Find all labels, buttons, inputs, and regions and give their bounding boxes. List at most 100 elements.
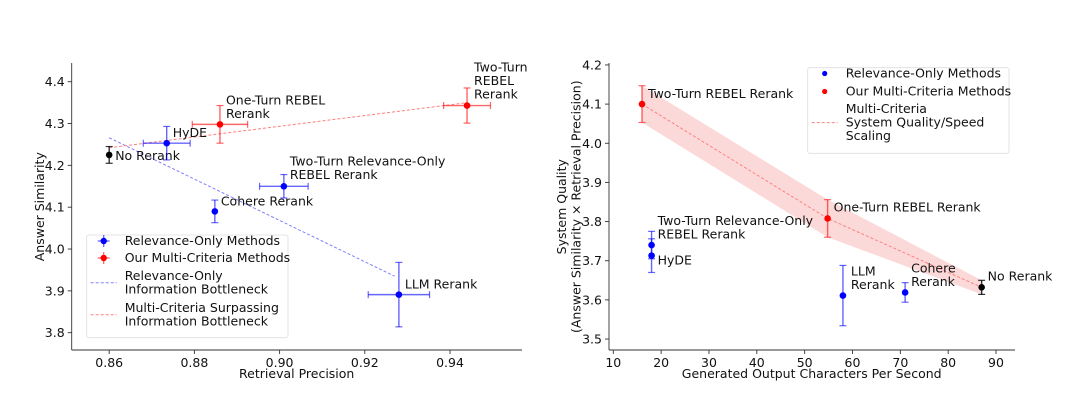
x-tick-label: 0.90 (266, 355, 294, 370)
data-point-marker (901, 289, 909, 296)
legend: Relevance-Only Methods Our Multi-Criteria… (86, 233, 291, 339)
y-axis-label: System Quality(Answer Similarity × Retri… (554, 80, 584, 333)
y-tick-label: 4.0 (45, 242, 65, 257)
legend-marker-icon (822, 88, 828, 95)
legend-label-line: Information Bottleneck (125, 314, 269, 329)
data-point-marker (163, 139, 171, 147)
legend-frame (807, 67, 1010, 154)
x-axis-label: Generated Output Characters Per Second (682, 366, 942, 381)
data-point-group (901, 282, 909, 303)
x-tick-label: 30 (701, 355, 717, 370)
point-annotation-line: Cohere (911, 260, 956, 275)
point-annotation-line: Two-Turn Relevance-Only (657, 213, 814, 228)
y-tick-label: 3.8 (45, 325, 65, 340)
point-annotation-line: LLM (851, 264, 876, 279)
data-point-group (648, 238, 656, 274)
y-tick-label: 3.5 (582, 332, 602, 347)
legend-label: Relevance-Only Methods (846, 66, 1001, 81)
x-tick-label: 0.92 (351, 355, 379, 370)
legend-label: Our Multi-Criteria Methods (125, 250, 291, 265)
legend-label-line: Scaling (846, 128, 891, 143)
y-axis-label-line: (Answer Similarity × Retrieval Precision… (569, 80, 584, 333)
y-tick-label: 4.2 (582, 57, 602, 72)
x-axis-label: Retrieval Precision (239, 366, 354, 381)
data-point-marker (648, 252, 655, 259)
point-annotation-line: REBEL Rerank (290, 167, 379, 182)
data-point-marker (395, 291, 403, 298)
trend-line (108, 137, 395, 277)
point-annotation-line: Rerank (911, 274, 956, 289)
legend: Relevance-Only Methods Our Multi-Criteria… (807, 66, 1011, 154)
legend-label-line: Information Bottleneck (125, 282, 269, 297)
point-annotation: One-Turn REBEL Rerank (834, 199, 982, 214)
x-tick-label: 10 (605, 355, 621, 370)
legend-label-line: Multi-Criteria (846, 101, 927, 116)
point-annotation-line: Two-Turn (473, 60, 528, 75)
point-annotation-line: Rerank (474, 87, 519, 102)
legend-frame (86, 234, 289, 339)
x-tick-label: 0.94 (436, 355, 464, 370)
data-point-group (367, 261, 431, 328)
point-annotation: HyDE (658, 253, 692, 268)
point-annotation-line: REBEL Rerank (658, 227, 747, 242)
trend-line (109, 102, 468, 149)
legend-label: Multi-Criteria System Quality/Speed Scalin… (846, 101, 985, 143)
y-tick-label: 3.6 (582, 292, 602, 307)
x-tick-label: 70 (892, 355, 908, 370)
data-point-group (105, 145, 113, 164)
y-tick-label: 4.1 (582, 97, 602, 112)
data-point-marker (463, 102, 471, 109)
data-point-marker (839, 292, 847, 299)
legend-marker-icon (100, 237, 107, 245)
data-point-group (978, 279, 986, 296)
legend-label-line: Multi-Criteria Surpassing (125, 300, 279, 315)
point-annotation: Cohere Rerank (221, 193, 314, 208)
data-point-marker (978, 284, 985, 291)
data-point-group (191, 104, 249, 144)
legend-marker-icon (100, 254, 107, 262)
data-point-group (258, 173, 309, 199)
point-annotation: LLM Rerank (405, 277, 478, 292)
legend-label: Multi-Criteria Surpassing Information Bot… (125, 300, 279, 329)
y-tick-label: 4.2 (45, 158, 65, 173)
point-annotation-line: One-Turn REBEL (226, 92, 325, 107)
point-annotation: Cohere Rerank (911, 260, 956, 289)
legend-label: Relevance-Only Methods (125, 233, 280, 248)
point-annotation-line: Two-Turn Relevance-Only (289, 153, 446, 168)
data-point-marker (824, 215, 831, 222)
data-point-marker (280, 182, 288, 190)
y-axis-label: Answer Similarity (32, 152, 47, 262)
y-tick-label: 4.1 (45, 200, 65, 215)
data-point-group (638, 85, 646, 124)
legend-label-line: Relevance-Only (125, 268, 224, 283)
data-point-marker (211, 208, 219, 215)
legend-marker-icon (822, 70, 828, 77)
y-tick-label: 4.0 (582, 136, 602, 151)
right-chart-speed-vs-quality: 10 20 30 40 50 60 70 80 90 3.5 3.6 3.7 3.8 3.9 4.0 4.1 4… (554, 57, 1053, 381)
x-tick-label: 40 (749, 355, 765, 370)
y-tick-label: 4.3 (45, 116, 65, 131)
point-annotation: No Rerank (115, 148, 181, 163)
data-point-group (839, 264, 847, 327)
point-annotation-line: REBEL (474, 73, 514, 88)
x-tick-label: 50 (797, 355, 813, 370)
point-annotation-line: Rerank (851, 277, 896, 292)
x-tick-label: 20 (653, 355, 669, 370)
y-tick-label: 3.9 (45, 283, 65, 298)
y-tick-label: 4.4 (45, 74, 65, 89)
y-tick-label: 3.8 (582, 214, 602, 229)
point-annotation: HyDE (173, 125, 207, 140)
point-annotation: One-Turn REBEL Rerank (226, 92, 325, 121)
x-tick-label: 90 (988, 355, 1004, 370)
legend-label-line: System Quality/Speed (846, 115, 985, 130)
y-tick-label: 3.7 (582, 253, 602, 268)
point-annotation: No Rerank (988, 268, 1054, 283)
data-point-group (211, 199, 219, 224)
confidence-band (642, 85, 982, 295)
point-annotation: Two-Turn Relevance-Only REBEL Rerank (657, 213, 814, 242)
x-tick-label: 0.88 (180, 355, 208, 370)
data-point-marker (105, 151, 113, 159)
data-point-marker (638, 100, 646, 108)
data-point-group (443, 87, 492, 124)
